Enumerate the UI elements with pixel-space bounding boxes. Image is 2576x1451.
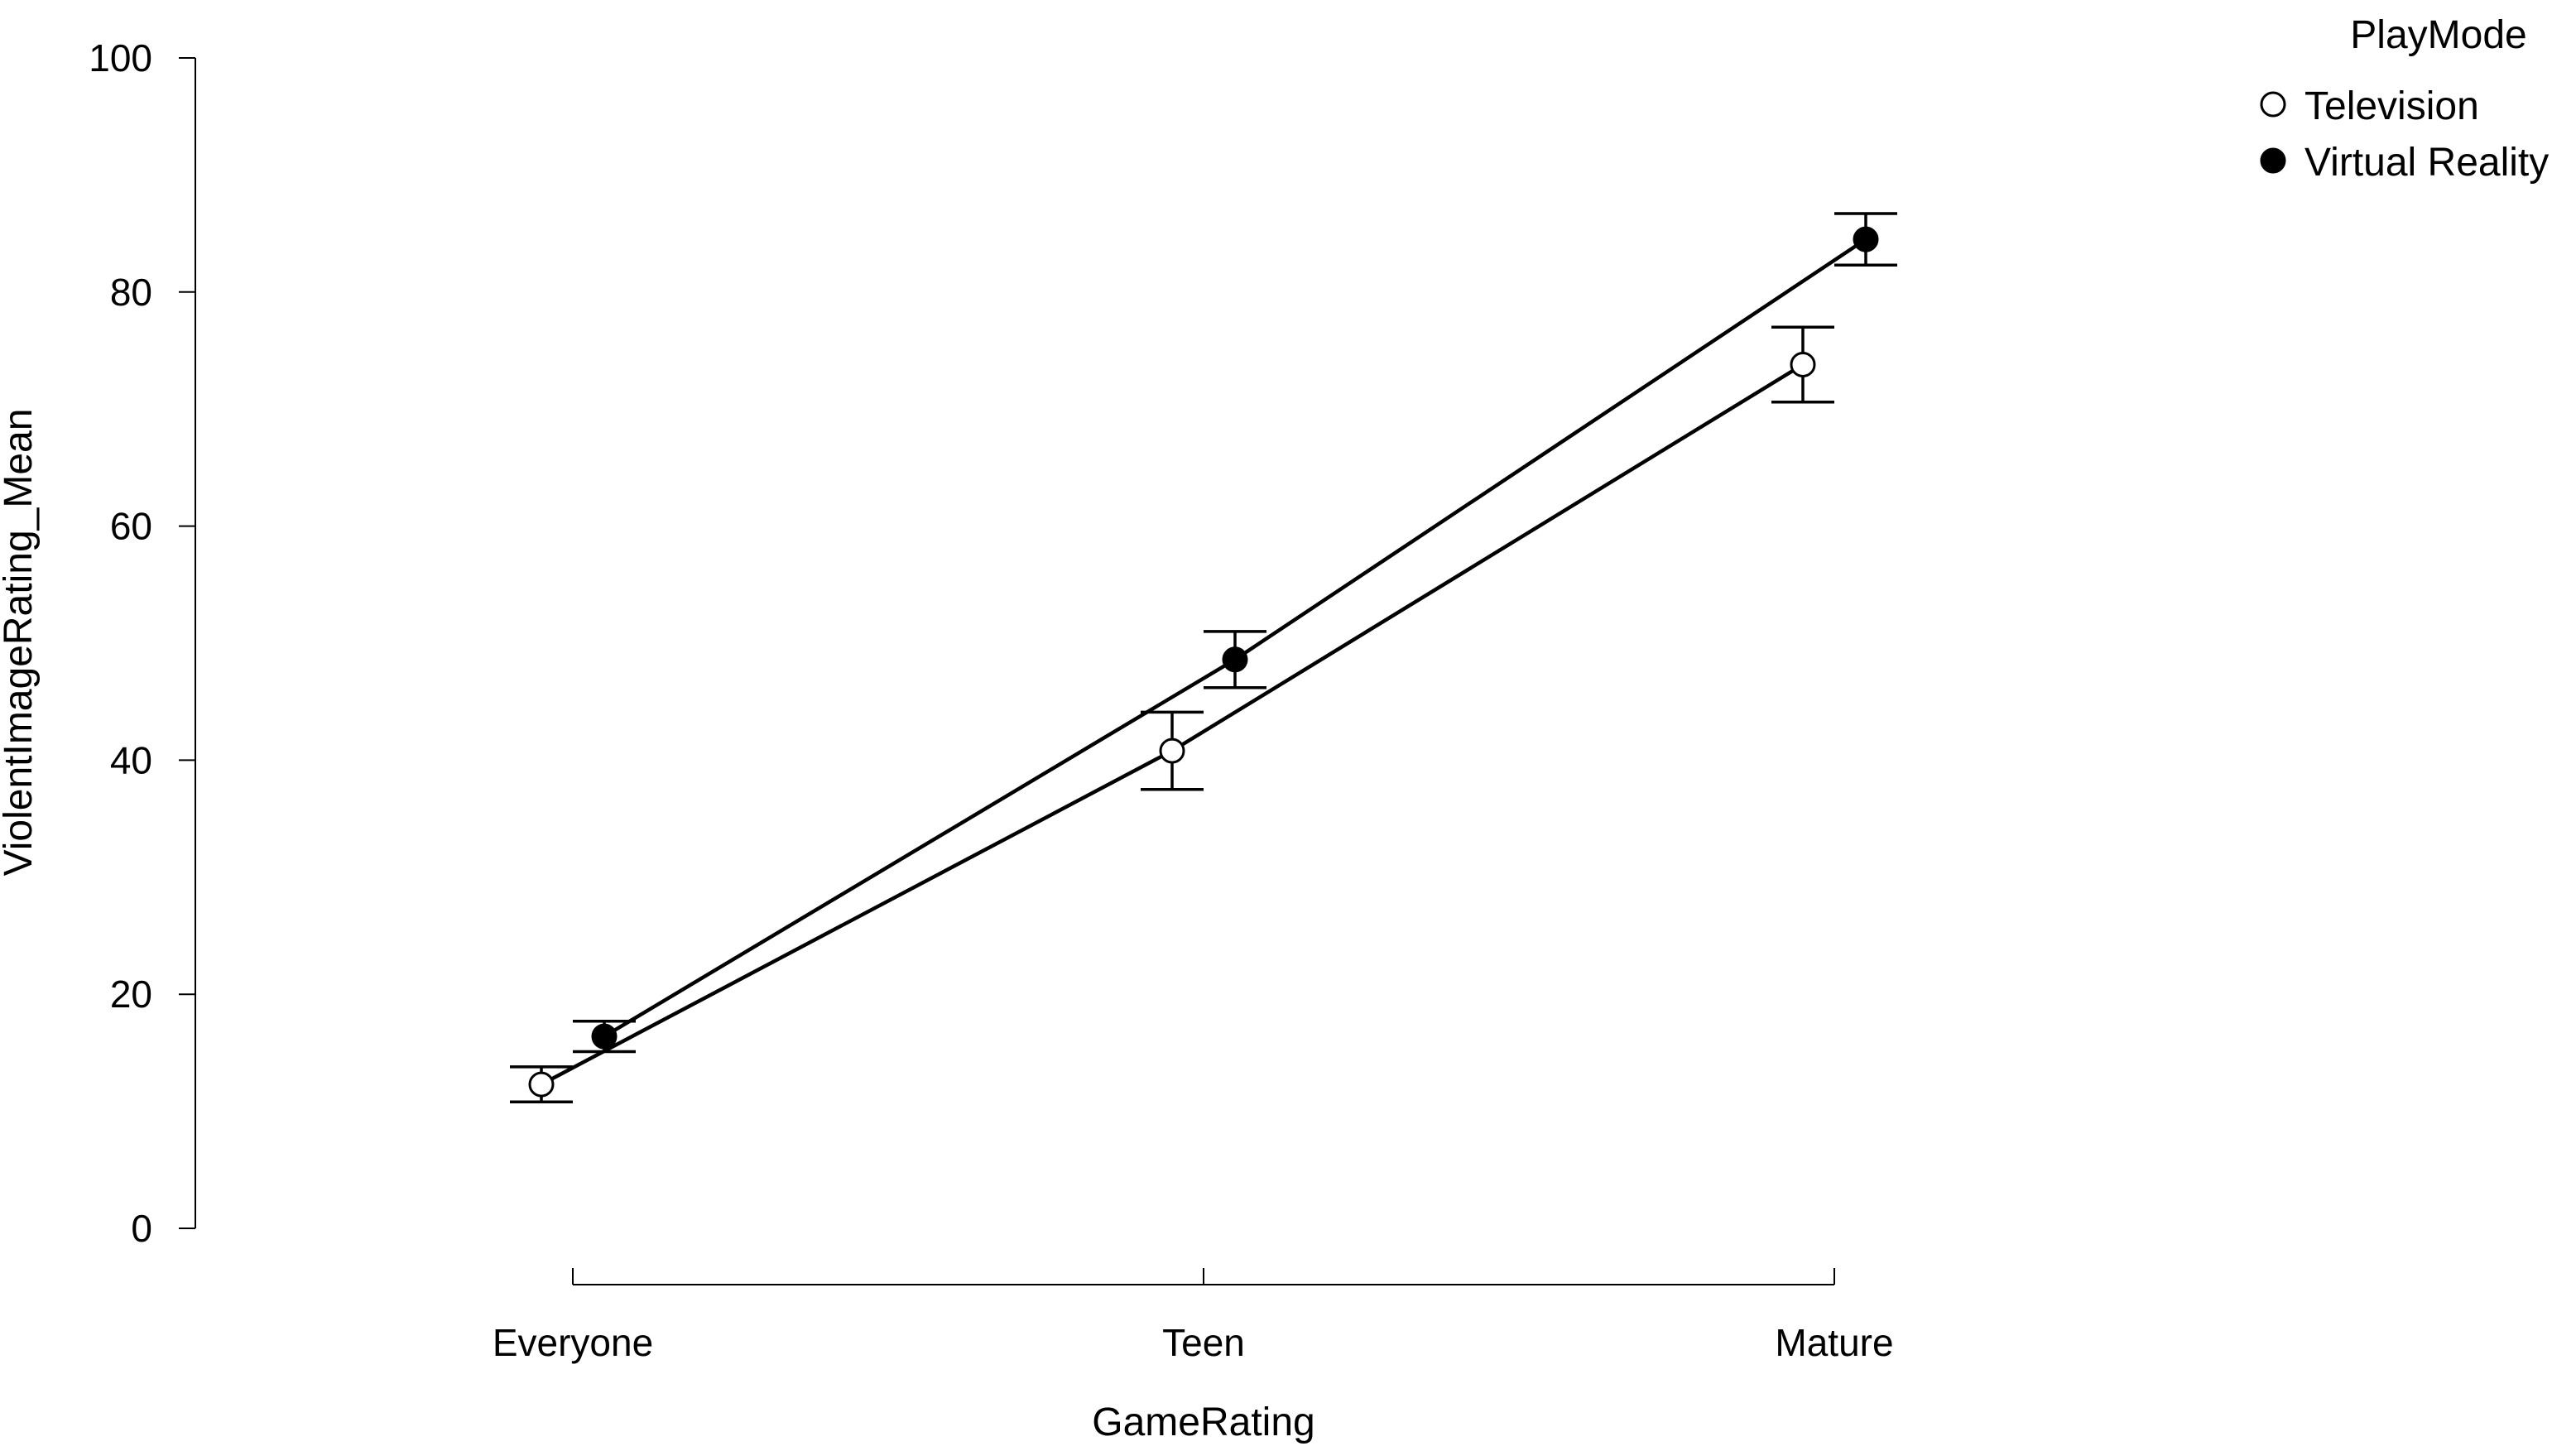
- y-tick-label: 100: [89, 36, 152, 79]
- legend-marker: [2260, 91, 2286, 118]
- data-point: [1790, 351, 1816, 377]
- series-layer: [510, 212, 1897, 1104]
- data-point: [591, 1023, 618, 1050]
- legend-entry: Television: [2304, 84, 2479, 128]
- y-tick-label: 80: [110, 271, 152, 314]
- y-tick-label: 0: [131, 1207, 152, 1250]
- y-tick-label: 40: [110, 738, 152, 781]
- data-point: [1853, 226, 1879, 252]
- y-axis-title: ViolentImageRating_Mean: [0, 409, 41, 877]
- y-tick-label: 20: [110, 973, 152, 1016]
- data-point: [528, 1071, 555, 1098]
- data-point: [1222, 646, 1248, 673]
- y-tick-label: 60: [110, 505, 152, 548]
- legend: PlayMode Television Virtual Reality: [2260, 13, 2549, 185]
- x-tick-label-teen: Teen: [1162, 1321, 1245, 1364]
- y-axis: 0 20 40 60 80 100: [89, 36, 196, 1250]
- x-tick-label-everyone: Everyone: [493, 1321, 653, 1364]
- x-axis: Everyone Teen Mature: [493, 1268, 1894, 1364]
- legend-marker: [2260, 147, 2286, 174]
- data-point: [1159, 738, 1185, 764]
- series-television: [510, 325, 1834, 1104]
- x-tick-label-mature: Mature: [1775, 1321, 1893, 1364]
- series-virtual-reality: [573, 212, 1897, 1054]
- legend-title: PlayMode: [2350, 13, 2526, 57]
- legend-entry: Virtual Reality: [2304, 141, 2549, 185]
- x-axis-title: GameRating: [1092, 1401, 1314, 1444]
